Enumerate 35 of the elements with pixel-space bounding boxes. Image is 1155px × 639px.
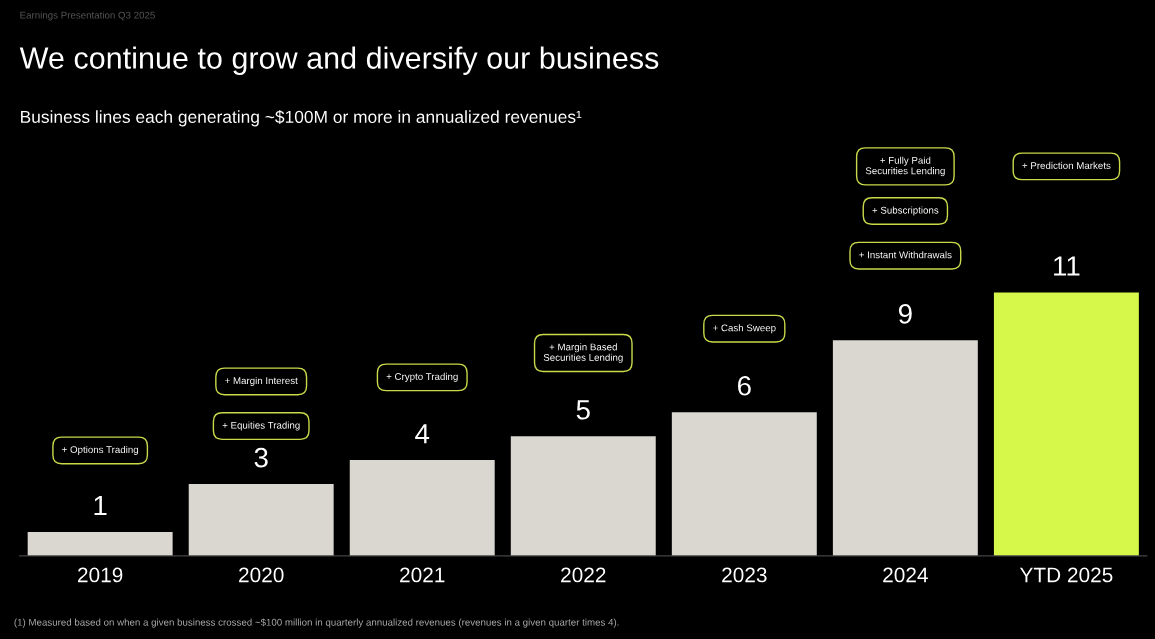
- x-tick-label: 2020: [239, 567, 284, 583]
- chart-title: We continue to grow and diversify our business: [19, 46, 659, 75]
- bar: [510, 436, 656, 556]
- x-tick-label: YTD 2025: [1019, 567, 1113, 583]
- data-label: 9: [898, 304, 912, 324]
- bar: [349, 460, 495, 556]
- annotation: + Crypto Trading: [386, 372, 458, 382]
- bar: [671, 412, 817, 556]
- data-label: 4: [415, 424, 430, 444]
- text: + Prediction Markets: [1022, 161, 1111, 170]
- text: (1) Measured based on when a given business crossed ~$100 million in quarterly annualized revenues (revenues in a given quarter times 4).: [14, 618, 619, 628]
- x-tick-label: 2024: [883, 567, 928, 583]
- annotation: + Margin Based Securities Lending: [543, 343, 623, 363]
- x-tick-label: 2021: [400, 567, 445, 583]
- annotation: + Margin Interest: [225, 376, 298, 386]
- bar: [27, 531, 173, 556]
- text: + Fully Paid Securities Lending: [865, 156, 945, 177]
- data-label: 1: [94, 495, 107, 516]
- text: + Instant Withdrawals: [859, 251, 952, 259]
- text: Earnings Presentation Q3 2025: [20, 11, 155, 21]
- text: + Subscriptions: [872, 206, 939, 216]
- x-tick-label: 2019: [78, 567, 123, 583]
- data-label: 6: [738, 375, 751, 396]
- annotation: + Options Trading: [62, 445, 139, 455]
- annotation: + Equities Trading: [222, 421, 300, 431]
- x-tick-label: 2022: [561, 567, 606, 583]
- data-label: 11: [1054, 256, 1080, 276]
- bar: [832, 340, 978, 556]
- x-tick-label: 2023: [722, 567, 767, 583]
- chart-subtitle: Business lines each generating ~$100M or more in annualized revenues¹: [21, 109, 582, 127]
- annotation: + Cash Sweep: [713, 324, 776, 334]
- data-label: 3: [254, 447, 268, 468]
- bar: [188, 484, 334, 556]
- bar: [993, 292, 1139, 556]
- data-label: 5: [576, 400, 590, 420]
